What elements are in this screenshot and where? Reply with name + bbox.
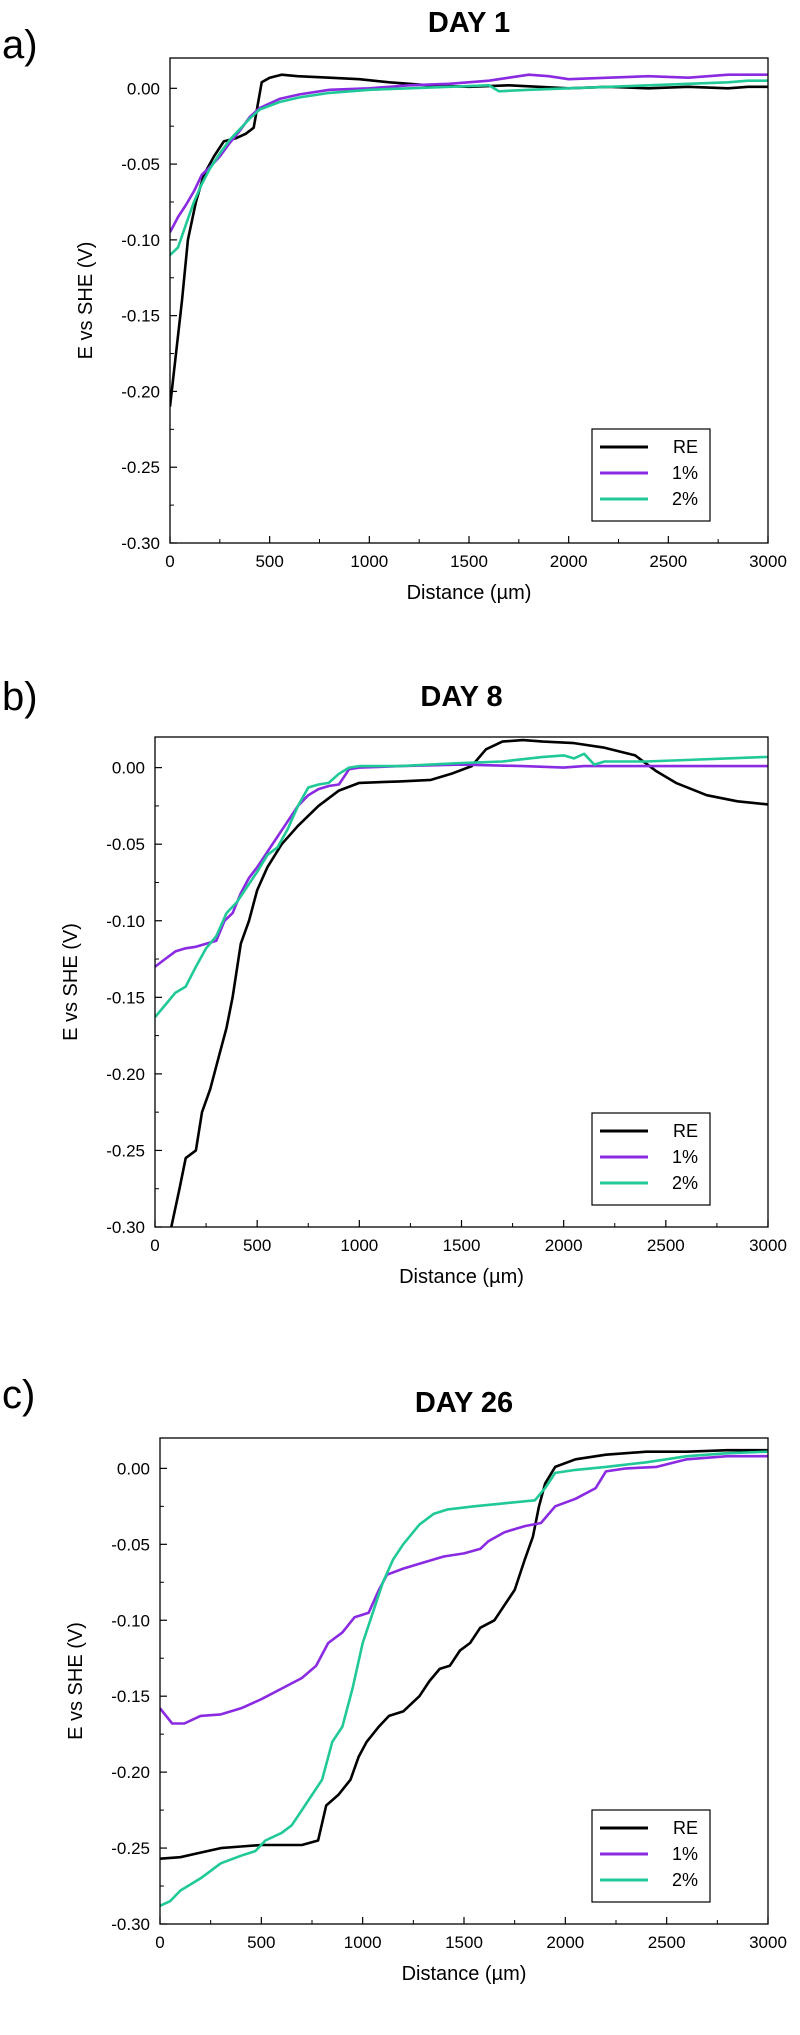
x-tick-label: 3000 bbox=[749, 1933, 787, 1952]
x-tick-label: 1000 bbox=[350, 552, 388, 571]
legend-label-2%: 2% bbox=[672, 1173, 698, 1193]
y-axis-label: E vs SHE (V) bbox=[60, 923, 82, 1041]
series-line-1% bbox=[160, 1454, 768, 1725]
series-line-2% bbox=[170, 79, 768, 256]
x-tick-label: 1000 bbox=[344, 1933, 382, 1952]
x-tick-label: 2500 bbox=[649, 552, 687, 571]
x-tick-label: 3000 bbox=[749, 1236, 787, 1255]
y-tick-label: -0.30 bbox=[106, 1218, 145, 1237]
x-tick-label: 0 bbox=[155, 1933, 164, 1952]
legend: RE 1% 2% bbox=[591, 428, 711, 522]
series-line-2% bbox=[155, 752, 768, 1019]
chart-title: DAY 1 bbox=[428, 7, 510, 39]
legend-label-1%: 1% bbox=[672, 463, 698, 483]
series-line-1% bbox=[155, 763, 768, 968]
y-tick-label: -0.15 bbox=[111, 1687, 150, 1706]
series-line-RE bbox=[160, 1448, 768, 1860]
x-axis-label: Distance (µm) bbox=[407, 582, 532, 604]
x-tick-label: 1500 bbox=[443, 1236, 481, 1255]
y-tick-label: -0.10 bbox=[106, 912, 145, 931]
x-tick-label: 1500 bbox=[450, 552, 488, 571]
y-tick-label: -0.05 bbox=[111, 1535, 150, 1554]
y-tick-label: -0.20 bbox=[121, 382, 160, 401]
y-tick-label: -0.15 bbox=[106, 988, 145, 1007]
series-line-RE bbox=[170, 73, 768, 407]
chart-title: DAY 26 bbox=[415, 1387, 513, 1419]
panel-letter: b) bbox=[2, 675, 38, 719]
x-tick-label: 2500 bbox=[647, 1236, 685, 1255]
x-axis-label: Distance (µm) bbox=[402, 1963, 527, 1985]
y-tick-label: -0.25 bbox=[106, 1141, 145, 1160]
x-tick-label: 500 bbox=[243, 1236, 271, 1255]
y-tick-label: 0.00 bbox=[127, 79, 160, 98]
y-tick-label: -0.20 bbox=[106, 1065, 145, 1084]
chart-title: DAY 8 bbox=[420, 681, 502, 713]
y-tick-label: -0.05 bbox=[121, 155, 160, 174]
y-tick-label: -0.15 bbox=[121, 307, 160, 326]
legend-label-RE: RE bbox=[673, 1121, 698, 1141]
legend-box bbox=[591, 428, 711, 522]
y-tick-label: -0.05 bbox=[106, 835, 145, 854]
chart-panel-3: c) DAY 26 0 500 1000 1500 2000 2500 3000 -0.30 -0.… bbox=[2, 1373, 787, 1985]
y-tick-label: -0.25 bbox=[121, 458, 160, 477]
chart-panel-2: b) DAY 8 0 500 1000 1500 2000 2500 3000 -0.30 -0.2… bbox=[2, 675, 787, 1288]
y-tick-label: -0.20 bbox=[111, 1763, 150, 1782]
panel-letter: c) bbox=[2, 1373, 35, 1417]
legend-label-2%: 2% bbox=[672, 1870, 698, 1890]
legend-box bbox=[591, 1809, 711, 1903]
y-tick-label: -0.10 bbox=[121, 231, 160, 250]
series-line-RE bbox=[170, 738, 768, 1227]
x-tick-label: 1000 bbox=[340, 1236, 378, 1255]
x-tick-label: 2000 bbox=[546, 1933, 584, 1952]
legend-label-2%: 2% bbox=[672, 489, 698, 509]
y-tick-label: -0.25 bbox=[111, 1839, 150, 1858]
y-tick-label: -0.10 bbox=[111, 1611, 150, 1630]
x-tick-label: 1500 bbox=[445, 1933, 483, 1952]
x-tick-label: 2000 bbox=[545, 1236, 583, 1255]
legend: RE 1% 2% bbox=[591, 1112, 711, 1206]
legend-label-1%: 1% bbox=[672, 1844, 698, 1864]
x-tick-label: 500 bbox=[255, 552, 283, 571]
legend-box bbox=[591, 1112, 711, 1206]
x-tick-label: 0 bbox=[150, 1236, 159, 1255]
panel-letter: a) bbox=[2, 23, 38, 67]
series-line-2% bbox=[160, 1450, 768, 1907]
x-axis-label: Distance (µm) bbox=[399, 1266, 524, 1288]
y-tick-label: -0.30 bbox=[111, 1915, 150, 1934]
legend-label-RE: RE bbox=[673, 1818, 698, 1838]
x-tick-label: 0 bbox=[165, 552, 174, 571]
y-tick-label: 0.00 bbox=[117, 1459, 150, 1478]
series-line-1% bbox=[170, 73, 768, 233]
x-tick-label: 2000 bbox=[550, 552, 588, 571]
y-tick-label: 0.00 bbox=[112, 759, 145, 778]
legend: RE 1% 2% bbox=[591, 1809, 711, 1903]
x-tick-label: 3000 bbox=[749, 552, 787, 571]
legend-label-1%: 1% bbox=[672, 1147, 698, 1167]
y-tick-label: -0.30 bbox=[121, 534, 160, 553]
y-axis-label: E vs SHE (V) bbox=[65, 1622, 87, 1740]
x-tick-label: 500 bbox=[247, 1933, 275, 1952]
x-tick-label: 2500 bbox=[648, 1933, 686, 1952]
legend-label-RE: RE bbox=[673, 437, 698, 457]
chart-panel-1: a) DAY 1 0 500 1000 1500 2000 2500 3000 -0.30 -0.2… bbox=[2, 7, 787, 604]
y-axis-label: E vs SHE (V) bbox=[75, 242, 97, 360]
